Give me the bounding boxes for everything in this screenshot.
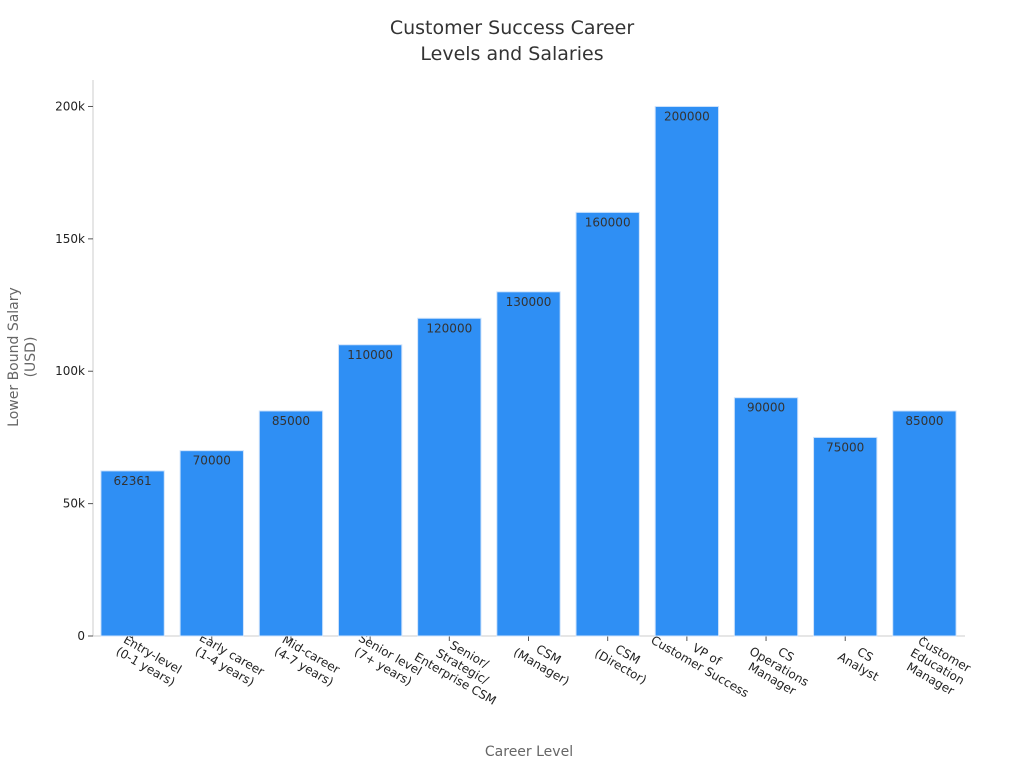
data-label: 85000 — [905, 414, 943, 428]
x-tick-label-group: Early career(1-4 years) — [193, 630, 267, 689]
bar — [337, 344, 403, 637]
data-label: 160000 — [585, 215, 631, 229]
data-label: 110000 — [347, 348, 393, 362]
y-tick-label: 0 — [77, 629, 85, 643]
chart-title: Customer Success Career — [390, 17, 635, 39]
y-axis-label: (USD) — [23, 337, 39, 378]
x-tick-label-group: CSM(Manager) — [511, 642, 572, 688]
y-tick-label: 200k — [55, 99, 85, 113]
x-axis-label: Career Level — [485, 744, 573, 760]
x-tick-label: CS — [776, 644, 797, 664]
y-tick-label: 100k — [55, 364, 85, 378]
bar — [100, 470, 165, 637]
bar — [417, 317, 482, 637]
x-tick-label: CS — [855, 644, 876, 664]
x-tick-label-group: Mid-career(4-7 years) — [272, 632, 342, 689]
bar — [813, 436, 878, 637]
y-axis-label: Lower Bound Salary — [6, 287, 22, 427]
bar — [258, 410, 324, 637]
bar — [654, 105, 720, 637]
data-label: 62361 — [113, 474, 151, 488]
x-tick-label-group: Entry-level(0-1 years) — [114, 632, 184, 689]
data-label: 75000 — [826, 440, 864, 454]
y-tick-label: 50k — [63, 497, 85, 511]
data-label: 120000 — [426, 321, 472, 335]
x-tick-label-group: Senior/Strategic/Enterprise CSM — [412, 638, 499, 708]
y-tick-label: 150k — [55, 232, 85, 246]
bar — [892, 410, 957, 637]
bar — [733, 397, 799, 637]
data-label: 70000 — [193, 454, 231, 468]
data-label: 90000 — [747, 401, 785, 415]
data-label: 200000 — [664, 109, 710, 123]
chart-title: Levels and Salaries — [420, 43, 603, 65]
data-label: 130000 — [506, 295, 552, 309]
bar — [496, 291, 561, 637]
bar — [179, 450, 244, 637]
data-label: 85000 — [272, 414, 310, 428]
x-tick-label-group: CSM(Director) — [592, 642, 649, 687]
bar — [575, 211, 640, 637]
